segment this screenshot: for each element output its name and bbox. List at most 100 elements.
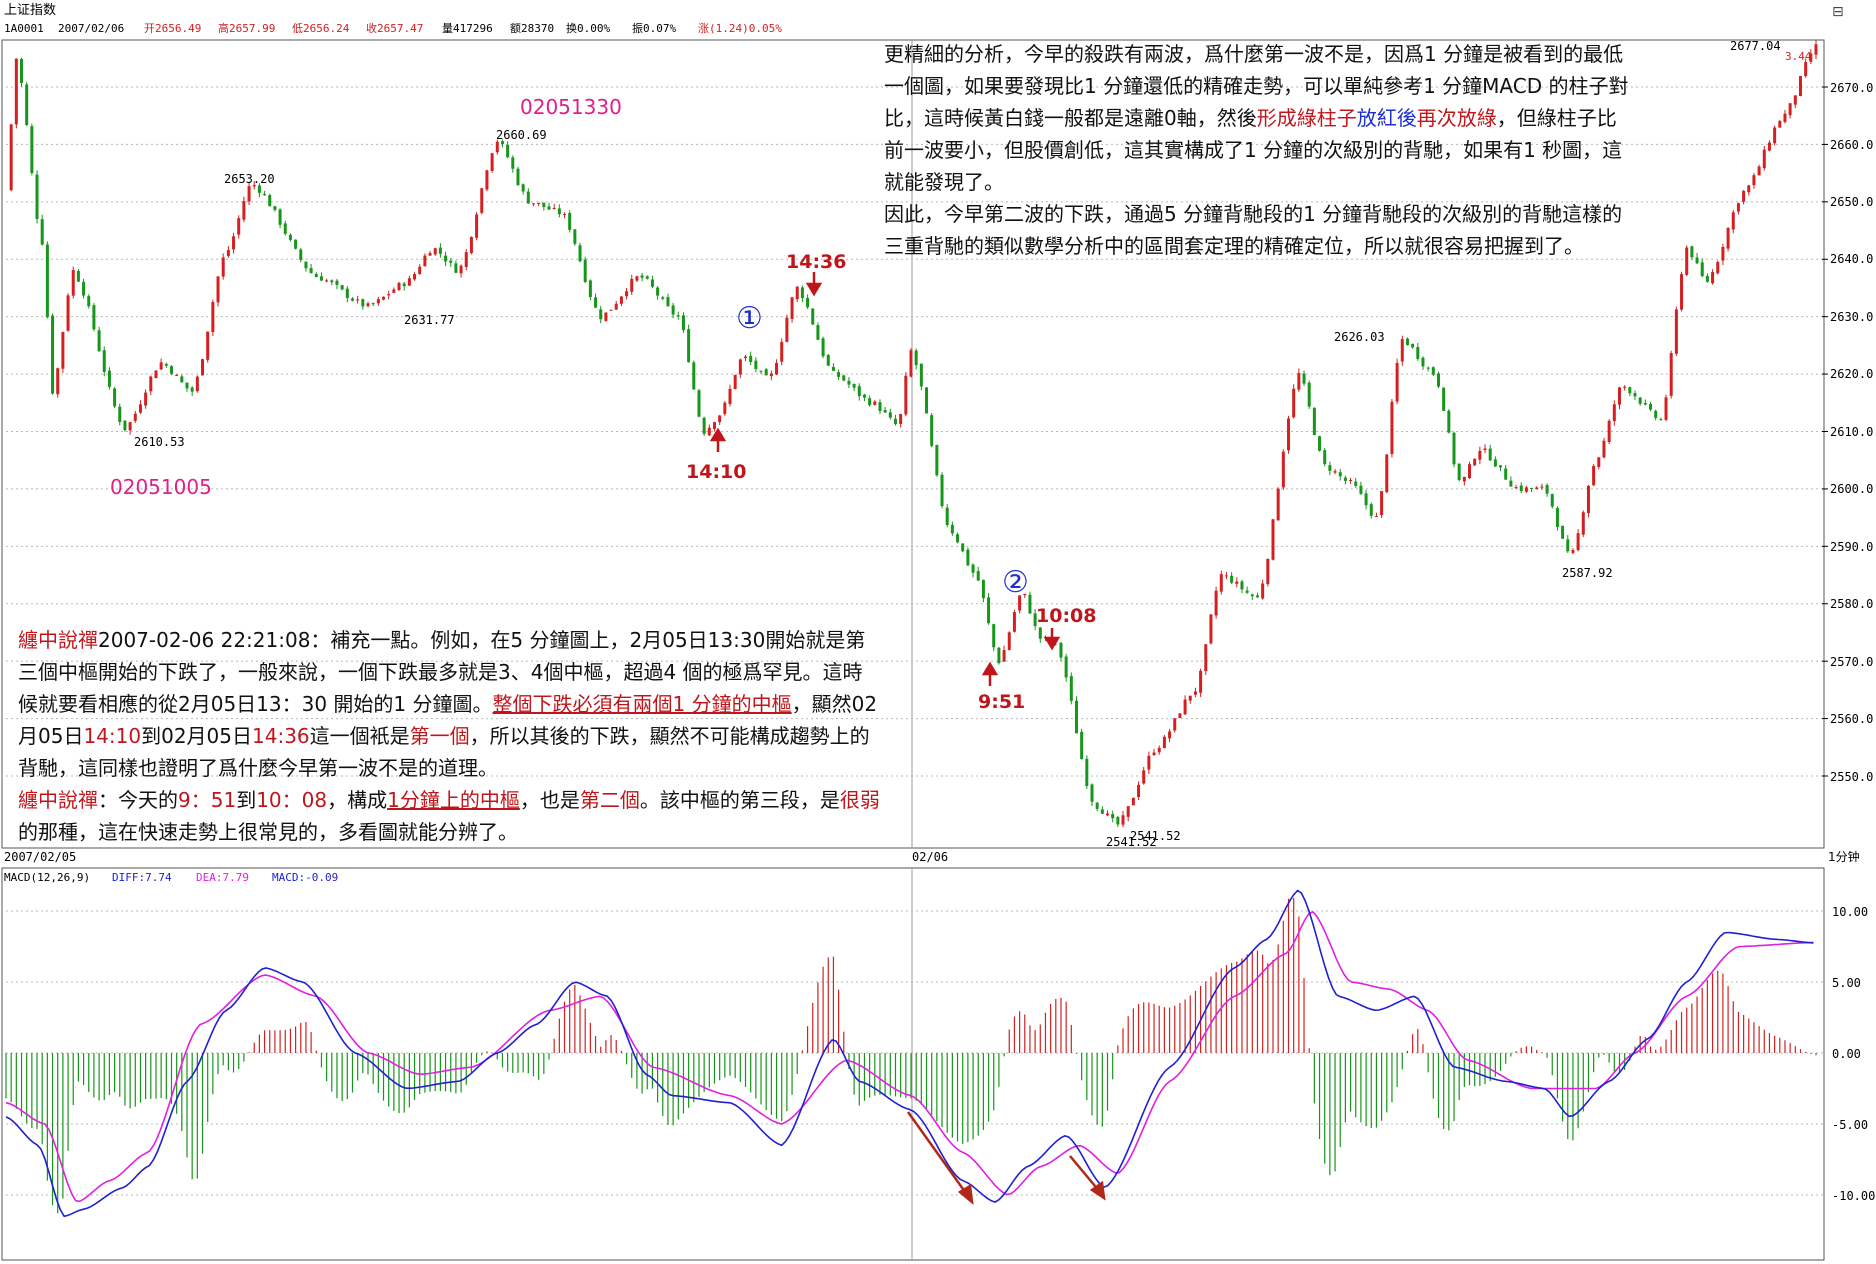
candle-body bbox=[1426, 367, 1430, 369]
candle-body bbox=[1742, 190, 1746, 202]
candle-body bbox=[1116, 817, 1120, 825]
macd-tick: -10.00 bbox=[1832, 1189, 1875, 1203]
time-label-1436: 14:36 bbox=[786, 251, 846, 273]
candle-body bbox=[723, 402, 727, 414]
candle-body bbox=[992, 624, 996, 648]
header-amplitude: 振0.07% bbox=[632, 21, 676, 35]
commentary-line: 一個圖，如果要發現比1 分鐘還低的精確走勢，可以單純參考1 分鐘MACD 的柱子… bbox=[884, 74, 1629, 98]
candle-body bbox=[1447, 410, 1451, 433]
candle-body bbox=[542, 202, 546, 208]
candle-body bbox=[676, 315, 680, 317]
price-tick: 2580.0 bbox=[1830, 597, 1873, 611]
candle-body bbox=[1307, 382, 1311, 407]
commentary-text: 月05日 bbox=[18, 724, 84, 748]
candle-body bbox=[325, 280, 329, 282]
candle-body bbox=[1111, 813, 1115, 819]
candle-body bbox=[511, 157, 515, 169]
candle-body bbox=[1524, 487, 1528, 492]
date-label-day2: 02/06 bbox=[912, 850, 948, 864]
candle-body bbox=[666, 297, 670, 307]
candle-body bbox=[133, 413, 137, 421]
candle-body bbox=[25, 84, 29, 125]
candle-body bbox=[1711, 272, 1715, 284]
candle-body bbox=[475, 214, 479, 238]
candle-body bbox=[1281, 451, 1285, 488]
candle-body bbox=[169, 366, 173, 374]
header-open: 开2656.49 bbox=[144, 22, 201, 35]
commentary-line: 月05日14:10到02月05日14:36這一個衹是第一個，所以其後的下跌，顯然… bbox=[18, 720, 958, 752]
commentary-line: 就能發現了。 bbox=[884, 170, 1004, 194]
candle-body bbox=[211, 302, 215, 333]
candle-body bbox=[1633, 393, 1637, 397]
code-label-2: 02051330 bbox=[520, 95, 622, 119]
candle-body bbox=[382, 296, 386, 300]
candle-body bbox=[1302, 373, 1306, 384]
candle-body bbox=[1535, 487, 1539, 490]
candle-body bbox=[128, 422, 132, 431]
candle-body bbox=[614, 303, 618, 310]
candle-body bbox=[371, 303, 375, 305]
candle-body bbox=[1261, 583, 1265, 599]
macd-name: MACD(12,26,9) bbox=[4, 871, 90, 884]
divergence-arrows bbox=[906, 1111, 1106, 1205]
commentary-text: 比，這時候黃白錢一般都是遠離0軸，然後 bbox=[884, 106, 1257, 130]
arrow-markers bbox=[709, 272, 1061, 686]
candle-body bbox=[1659, 419, 1663, 421]
author-name: 纏中說禪 bbox=[18, 788, 98, 812]
price-tick: 2650.0 bbox=[1830, 195, 1873, 209]
period-label[interactable]: 1分钟 bbox=[1828, 849, 1860, 864]
header-high: 高2657.99 bbox=[218, 21, 275, 35]
scroll-icon[interactable]: ⊟ bbox=[1832, 4, 1844, 20]
candle-body bbox=[294, 239, 298, 249]
candle-body bbox=[1654, 410, 1658, 418]
candle-body bbox=[1152, 752, 1156, 755]
candle-body bbox=[56, 368, 60, 395]
price-tick: 2570.0 bbox=[1830, 655, 1873, 669]
date-label-day1: 2007/02/05 bbox=[4, 850, 76, 864]
price-label: 2541.52 bbox=[1130, 829, 1181, 843]
candle-body bbox=[1069, 676, 1073, 701]
candle-body bbox=[744, 356, 748, 359]
candle-body bbox=[1364, 493, 1368, 506]
candle-body bbox=[1757, 166, 1761, 176]
candle-body bbox=[1716, 262, 1720, 274]
candle-body bbox=[1033, 613, 1037, 627]
highlight-red: 9：51 bbox=[178, 788, 237, 812]
header-amount: 额28370 bbox=[510, 22, 554, 35]
candle-body bbox=[671, 305, 675, 315]
candle-body bbox=[1276, 488, 1280, 521]
candle-body bbox=[1023, 593, 1027, 596]
candle-body bbox=[402, 283, 406, 287]
candle-body bbox=[987, 597, 991, 624]
candle-body bbox=[950, 524, 954, 534]
candle-body bbox=[413, 274, 417, 280]
commentary-text: 候就要看相應的從2月05日13：30 開始的1 分鐘圖。 bbox=[18, 692, 493, 716]
candle-body bbox=[919, 363, 923, 387]
candle-body bbox=[51, 315, 55, 394]
candle-body bbox=[97, 330, 101, 352]
candle-body bbox=[609, 309, 613, 311]
price-label: 2587.92 bbox=[1562, 566, 1613, 580]
candle-body bbox=[113, 388, 117, 407]
candle-body bbox=[288, 234, 292, 240]
candle-body bbox=[1747, 185, 1751, 193]
candle-body bbox=[444, 255, 448, 262]
candle-body bbox=[806, 297, 810, 308]
candle-body bbox=[1597, 457, 1601, 468]
candle-body bbox=[842, 375, 846, 381]
highlight-red: 形成綠柱子 bbox=[1256, 106, 1357, 130]
candle-body bbox=[164, 363, 168, 366]
candle-body bbox=[61, 332, 65, 369]
candle-body bbox=[1798, 76, 1802, 97]
candle-body bbox=[1183, 699, 1187, 715]
header-turnover: 换0.00% bbox=[566, 21, 610, 35]
candle-body bbox=[738, 359, 742, 375]
candle-body bbox=[237, 218, 241, 235]
candle-body bbox=[857, 386, 861, 397]
candle-body bbox=[1090, 784, 1094, 802]
candle-body bbox=[1338, 472, 1342, 477]
candle-body bbox=[1690, 246, 1694, 258]
header-low: 低2656.24 bbox=[292, 22, 350, 35]
candle-body bbox=[909, 350, 913, 377]
